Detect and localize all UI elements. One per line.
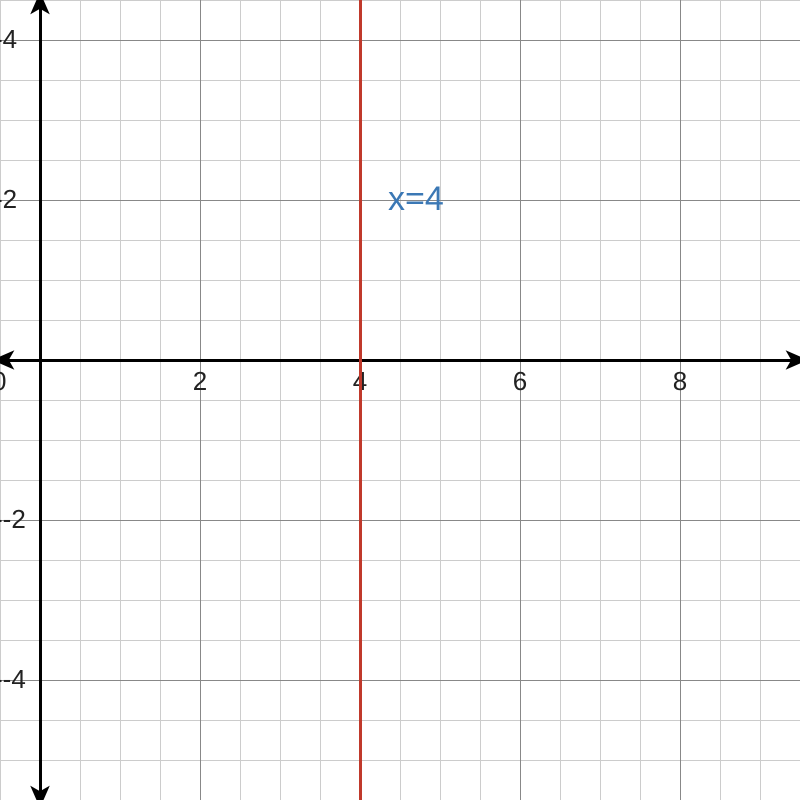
y-tick-label: --4 — [0, 664, 42, 695]
y-axis-arrow-down — [26, 780, 54, 800]
x-axis — [40, 359, 800, 362]
x-tick-label: 8 — [650, 366, 710, 397]
gridline-major-h — [0, 680, 800, 681]
x-axis-arrow-right — [780, 346, 800, 374]
gridline-major-h — [0, 520, 800, 521]
y-axis-arrow-up — [26, 0, 54, 20]
x-tick-label: 2 — [170, 366, 230, 397]
x-tick-label: 6 — [490, 366, 550, 397]
y-tick-label: -4 — [0, 24, 42, 55]
line-equation-label: x=4 — [388, 180, 444, 219]
coordinate-plane-chart: 2468-2-4--2--40x=4 — [0, 0, 800, 800]
y-tick-label: --2 — [0, 504, 42, 535]
gridline-major-h — [0, 40, 800, 41]
y-tick-label: -2 — [0, 184, 42, 215]
origin-label: 0 — [0, 366, 42, 397]
vertical-line — [359, 0, 362, 800]
